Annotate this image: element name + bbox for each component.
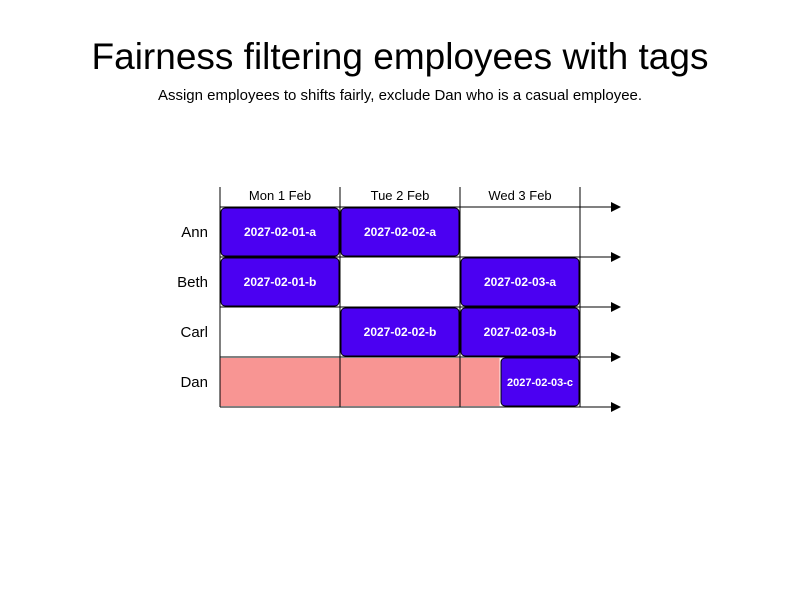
shift-block: [500, 357, 580, 407]
employee-label: Ann: [181, 224, 208, 241]
shift-label: 2027-02-02-b: [364, 325, 437, 339]
page-subtitle: Assign employees to shifts fairly, exclu…: [157, 87, 643, 104]
shift-block: [340, 207, 460, 257]
employee-label: Dan: [180, 374, 208, 391]
shift-label: 2027-02-01-b: [244, 275, 317, 289]
shift-label: 2027-02-03-a: [484, 275, 556, 289]
unavailable-bar: [220, 358, 500, 406]
page-title: Fairness filtering employees with tags: [91, 36, 709, 77]
shift-label: 2027-02-02-a: [364, 225, 436, 239]
day-header: Mon 1 Feb: [249, 188, 311, 203]
shift-label: 2027-02-03-b: [484, 325, 557, 339]
day-header: Wed 3 Feb: [488, 188, 551, 203]
day-header: Tue 2 Feb: [371, 188, 430, 203]
shift-block: [220, 207, 340, 257]
employee-label: Beth: [177, 274, 208, 291]
shift-label: 2027-02-01-a: [244, 225, 316, 239]
shift-block: [220, 257, 340, 307]
employee-label: Carl: [180, 324, 208, 341]
shift-label: 2027-02-03-c: [507, 377, 573, 389]
shift-block: [340, 307, 460, 357]
shift-block: [460, 257, 580, 307]
shift-block: [460, 307, 580, 357]
